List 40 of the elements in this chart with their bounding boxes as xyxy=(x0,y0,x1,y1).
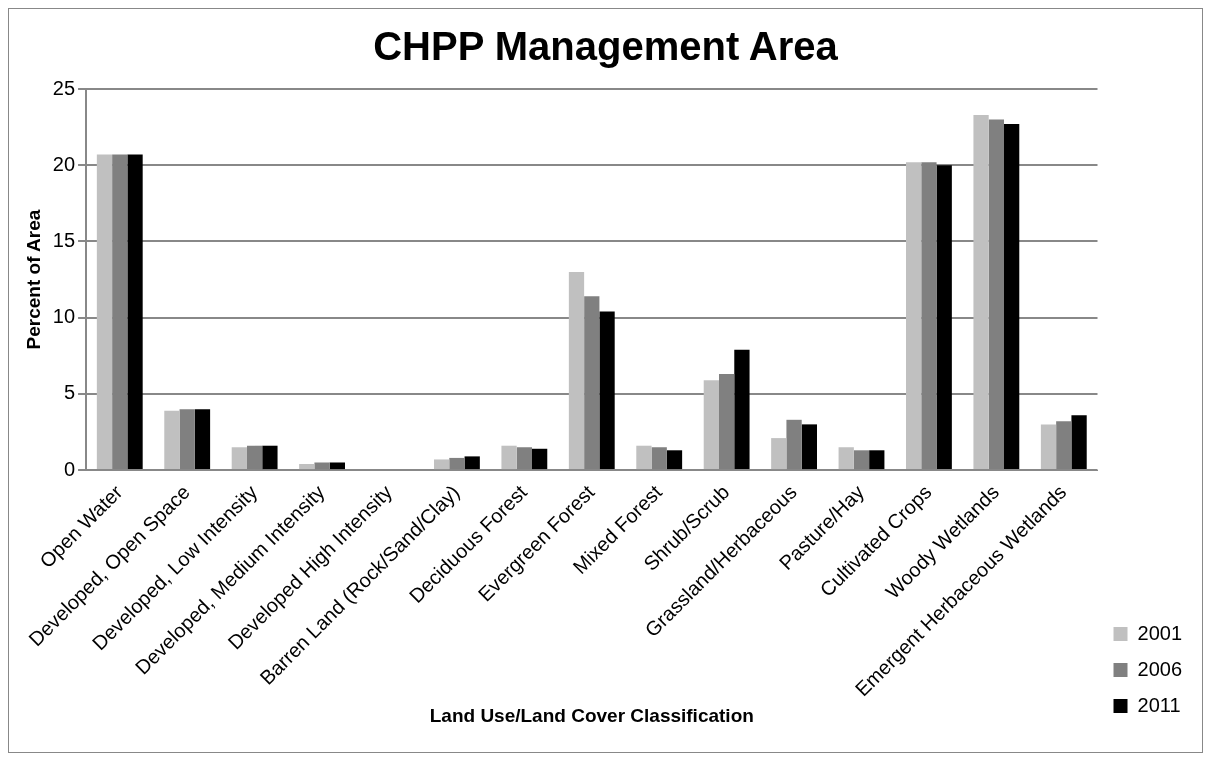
bar xyxy=(127,154,143,470)
chart-title: CHPP Management Area xyxy=(373,24,839,69)
legend-label: 2001 xyxy=(1137,621,1183,644)
bar xyxy=(231,447,247,470)
bar xyxy=(801,424,817,470)
bar xyxy=(734,349,750,470)
bar xyxy=(194,409,211,470)
bar xyxy=(96,154,113,470)
bar xyxy=(973,114,989,470)
bar xyxy=(1071,415,1087,470)
y-tick-label: 15 xyxy=(52,228,76,251)
y-axis-title: Percent of Area xyxy=(22,209,44,350)
x-axis-title: Land Use/Land Cover Classification xyxy=(429,704,754,726)
legend-label: 2006 xyxy=(1137,657,1183,680)
y-tick-label: 5 xyxy=(63,381,76,404)
bar xyxy=(568,271,585,470)
bar xyxy=(1004,124,1020,470)
bar xyxy=(703,380,719,470)
y-tick-label: 20 xyxy=(52,152,76,175)
bar xyxy=(501,445,517,470)
bar xyxy=(262,445,278,470)
bar xyxy=(599,311,615,470)
y-tick-label: 10 xyxy=(52,305,76,328)
bar xyxy=(329,462,345,470)
bar xyxy=(464,456,480,470)
bar xyxy=(869,450,885,470)
legend-label: 2011 xyxy=(1137,693,1181,716)
bar xyxy=(164,410,180,470)
bar xyxy=(666,450,683,470)
bar xyxy=(936,165,952,470)
y-tick-label: 0 xyxy=(63,457,76,480)
bar xyxy=(838,447,854,470)
y-tick-label: 25 xyxy=(52,76,76,99)
bar xyxy=(299,464,315,470)
bar xyxy=(1040,424,1057,470)
bar xyxy=(906,162,922,470)
bar xyxy=(531,448,548,470)
bar xyxy=(636,445,652,470)
bar xyxy=(433,459,450,470)
bar xyxy=(771,438,787,470)
